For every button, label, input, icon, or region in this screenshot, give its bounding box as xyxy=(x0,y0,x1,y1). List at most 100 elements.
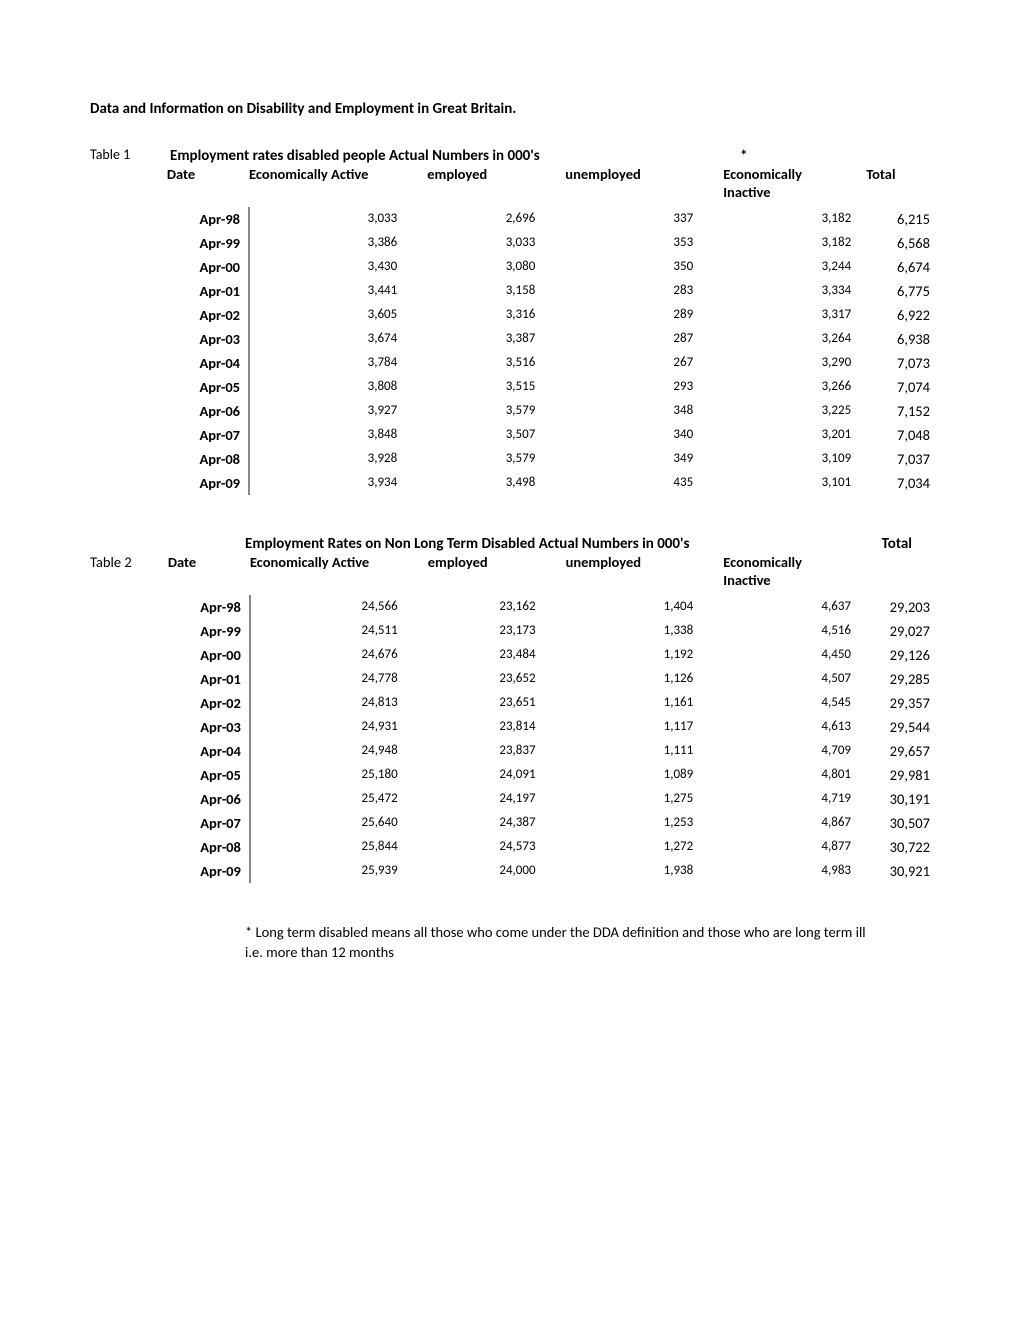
cell-econ-inactive: 3,266 xyxy=(723,375,866,399)
table-row: Apr-073,8483,5073403,2017,048 xyxy=(90,423,930,447)
footnote: * Long term disabled means all those who… xyxy=(245,923,885,962)
cell-date: Apr-03 xyxy=(167,327,249,351)
cell-unemployed: 1,192 xyxy=(566,643,724,667)
cell-total: 30,191 xyxy=(866,787,930,811)
cell-employed: 23,652 xyxy=(428,667,566,691)
cell-unemployed: 1,111 xyxy=(566,739,724,763)
col-header-econ-inactive: Economically Inactive xyxy=(723,165,866,207)
cell-total: 29,357 xyxy=(866,691,930,715)
cell-employed: 24,000 xyxy=(428,859,566,883)
cell-employed: 3,158 xyxy=(427,279,565,303)
table-row: Apr-0725,64024,3871,2534,86730,507 xyxy=(90,811,930,835)
cell-total: 30,722 xyxy=(866,835,930,859)
cell-total: 30,507 xyxy=(866,811,930,835)
cell-unemployed: 435 xyxy=(565,471,723,495)
table-1-block: Table 1 Employment rates disabled people… xyxy=(90,146,930,495)
cell-employed: 24,197 xyxy=(428,787,566,811)
cell-total: 6,215 xyxy=(866,207,930,231)
cell-total: 29,027 xyxy=(866,619,930,643)
cell-total: 7,074 xyxy=(866,375,930,399)
cell-date: Apr-08 xyxy=(168,835,250,859)
cell-econ-active: 24,778 xyxy=(250,667,428,691)
cell-unemployed: 289 xyxy=(565,303,723,327)
cell-unemployed: 353 xyxy=(565,231,723,255)
cell-econ-active: 25,844 xyxy=(250,835,428,859)
cell-date: Apr-99 xyxy=(168,619,250,643)
table-row: Apr-033,6743,3872873,2646,938 xyxy=(90,327,930,351)
cell-econ-inactive: 3,225 xyxy=(723,399,866,423)
cell-unemployed: 1,161 xyxy=(566,691,724,715)
cell-date: Apr-00 xyxy=(168,643,250,667)
cell-econ-inactive: 3,182 xyxy=(723,231,866,255)
table-row: Apr-0124,77823,6521,1264,50729,285 xyxy=(90,667,930,691)
table-1-title: Employment rates disabled people Actual … xyxy=(170,147,640,165)
cell-unemployed: 293 xyxy=(565,375,723,399)
cell-unemployed: 1,275 xyxy=(566,787,724,811)
cell-econ-active: 24,676 xyxy=(250,643,428,667)
cell-employed: 3,498 xyxy=(427,471,565,495)
cell-date: Apr-04 xyxy=(168,739,250,763)
cell-econ-active: 3,033 xyxy=(249,207,427,231)
table-row: Apr-013,4413,1582833,3346,775 xyxy=(90,279,930,303)
col-header-unemployed: unemployed xyxy=(566,553,724,595)
cell-date: Apr-98 xyxy=(167,207,249,231)
cell-total: 29,126 xyxy=(866,643,930,667)
cell-econ-inactive: 4,516 xyxy=(723,619,866,643)
table-row: Apr-0825,84424,5731,2724,87730,722 xyxy=(90,835,930,859)
cell-econ-active: 25,472 xyxy=(250,787,428,811)
cell-employed: 23,173 xyxy=(428,619,566,643)
col-header-date: Date xyxy=(167,165,249,207)
cell-total: 7,073 xyxy=(866,351,930,375)
table-row: Apr-093,9343,4984353,1017,034 xyxy=(90,471,930,495)
cell-total: 29,203 xyxy=(866,595,930,619)
table-row: Apr-043,7843,5162673,2907,073 xyxy=(90,351,930,375)
cell-total: 29,285 xyxy=(866,667,930,691)
cell-total: 7,037 xyxy=(866,447,930,471)
cell-date: Apr-98 xyxy=(168,595,250,619)
cell-date: Apr-04 xyxy=(167,351,249,375)
col-header-econ-inactive: Economically Inactive xyxy=(723,553,866,595)
cell-econ-inactive: 4,719 xyxy=(723,787,866,811)
cell-econ-active: 3,605 xyxy=(249,303,427,327)
cell-econ-inactive: 4,613 xyxy=(723,715,866,739)
table-row: Apr-083,9283,5793493,1097,037 xyxy=(90,447,930,471)
table-row: Apr-0224,81323,6511,1614,54529,357 xyxy=(90,691,930,715)
cell-econ-inactive: 3,244 xyxy=(723,255,866,279)
col-header-employed: employed xyxy=(428,553,566,595)
cell-employed: 3,516 xyxy=(427,351,565,375)
cell-employed: 3,515 xyxy=(427,375,565,399)
cell-total: 30,921 xyxy=(866,859,930,883)
cell-econ-active: 24,931 xyxy=(250,715,428,739)
table-row: Apr-0024,67623,4841,1924,45029,126 xyxy=(90,643,930,667)
cell-employed: 23,484 xyxy=(428,643,566,667)
cell-employed: 24,091 xyxy=(428,763,566,787)
cell-econ-active: 3,430 xyxy=(249,255,427,279)
cell-econ-active: 3,934 xyxy=(249,471,427,495)
cell-employed: 23,814 xyxy=(428,715,566,739)
cell-unemployed: 348 xyxy=(565,399,723,423)
cell-date: Apr-02 xyxy=(167,303,249,327)
cell-econ-active: 24,948 xyxy=(250,739,428,763)
cell-employed: 3,579 xyxy=(427,447,565,471)
cell-econ-active: 3,441 xyxy=(249,279,427,303)
cell-econ-inactive: 4,801 xyxy=(723,763,866,787)
col-header-unemployed: unemployed xyxy=(565,165,723,207)
cell-econ-active: 3,808 xyxy=(249,375,427,399)
cell-econ-inactive: 3,201 xyxy=(723,423,866,447)
cell-total: 29,657 xyxy=(866,739,930,763)
table-row: Apr-053,8083,5152933,2667,074 xyxy=(90,375,930,399)
cell-date: Apr-07 xyxy=(168,811,250,835)
table-row: Apr-0324,93123,8141,1174,61329,544 xyxy=(90,715,930,739)
cell-total: 6,568 xyxy=(866,231,930,255)
cell-date: Apr-01 xyxy=(167,279,249,303)
table-row: Apr-003,4303,0803503,2446,674 xyxy=(90,255,930,279)
table-2-label: Table 2 xyxy=(90,553,168,595)
cell-unemployed: 337 xyxy=(565,207,723,231)
cell-unemployed: 283 xyxy=(565,279,723,303)
table-row: Apr-0424,94823,8371,1114,70929,657 xyxy=(90,739,930,763)
table-row: Apr-023,6053,3162893,3176,922 xyxy=(90,303,930,327)
col-header-econ-active: Economically Active xyxy=(249,165,427,207)
cell-econ-inactive: 4,867 xyxy=(723,811,866,835)
cell-date: Apr-06 xyxy=(167,399,249,423)
cell-econ-inactive: 4,450 xyxy=(723,643,866,667)
